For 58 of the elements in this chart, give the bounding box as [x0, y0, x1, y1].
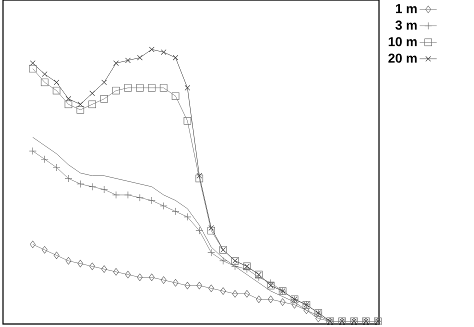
point — [113, 268, 119, 276]
point — [125, 58, 131, 64]
point — [66, 257, 72, 265]
point — [40, 78, 48, 86]
point — [64, 100, 72, 108]
point — [113, 60, 119, 66]
legend-label: 1 m — [396, 4, 417, 14]
point — [76, 106, 84, 114]
point — [172, 279, 178, 287]
point — [160, 84, 168, 92]
point — [207, 226, 216, 234]
point — [268, 296, 274, 304]
point — [136, 274, 143, 282]
point — [88, 100, 96, 108]
point — [28, 64, 37, 72]
point — [148, 84, 156, 92]
point — [160, 276, 167, 284]
legend-label: 3 m — [395, 20, 417, 30]
point — [280, 298, 286, 306]
point — [54, 80, 60, 86]
point — [208, 284, 214, 292]
point — [89, 90, 96, 96]
point — [125, 270, 131, 278]
point — [136, 84, 144, 92]
point — [184, 282, 190, 290]
point — [184, 85, 190, 91]
point — [101, 265, 108, 273]
point — [137, 54, 143, 60]
legend-label: 10 m — [388, 37, 417, 46]
point — [184, 117, 192, 125]
point — [42, 71, 48, 77]
point — [78, 102, 84, 108]
point — [112, 86, 120, 94]
point — [172, 92, 180, 100]
legend-label: 20 m — [388, 54, 417, 63]
point — [42, 246, 48, 254]
point — [232, 290, 238, 298]
point — [100, 95, 108, 103]
point — [148, 46, 155, 52]
point — [208, 225, 214, 231]
point — [196, 282, 202, 290]
point — [244, 290, 250, 298]
point — [256, 296, 262, 304]
point — [124, 84, 132, 92]
point — [52, 86, 60, 94]
point — [148, 274, 155, 282]
point — [172, 54, 178, 60]
point — [66, 96, 72, 102]
point — [30, 240, 36, 248]
point — [196, 174, 204, 182]
point — [89, 262, 96, 270]
point — [220, 287, 226, 295]
point — [30, 60, 36, 66]
point — [196, 172, 202, 178]
point — [101, 80, 107, 86]
point — [160, 49, 166, 55]
point — [77, 260, 84, 268]
point — [54, 252, 60, 260]
